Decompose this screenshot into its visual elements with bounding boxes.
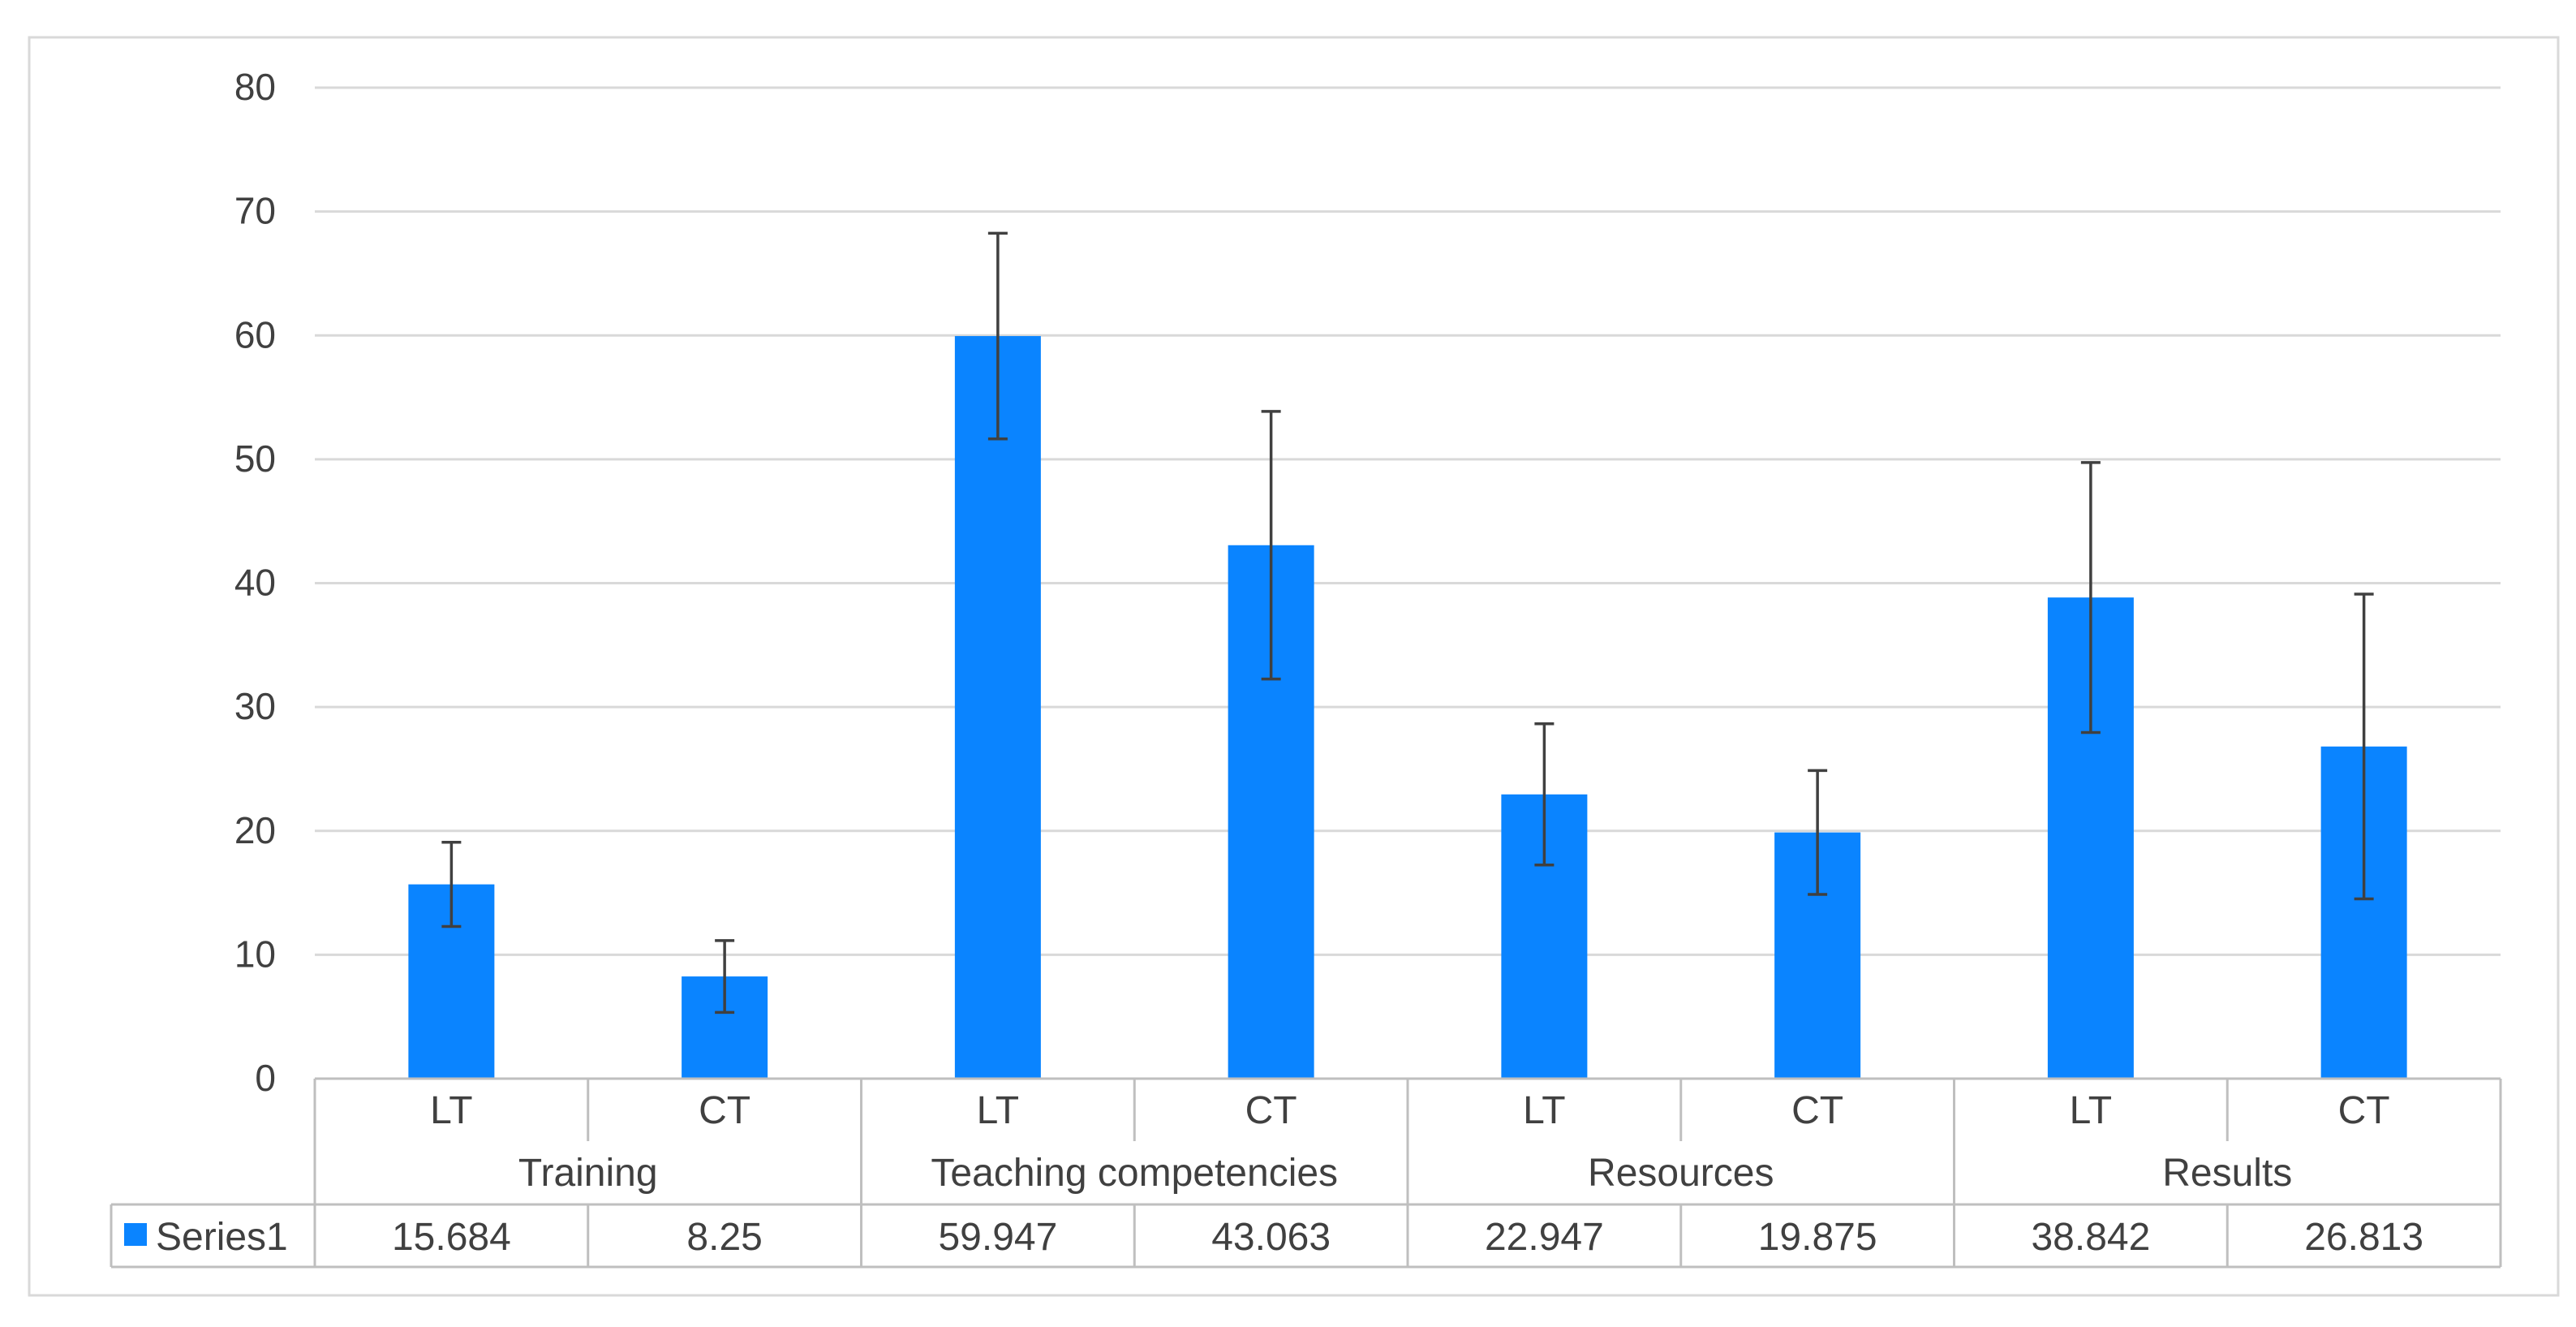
x-axis-category-labels: LT CT LT CT LT CT LT CT bbox=[430, 1089, 2389, 1132]
data-table-value: 19.875 bbox=[1758, 1216, 1877, 1259]
category-label: CT bbox=[1791, 1089, 1843, 1132]
data-table-values: 15.684 8.25 59.947 43.063 22.947 19.875 38.842… bbox=[392, 1216, 2423, 1259]
group-label: Teaching competencies bbox=[931, 1152, 1338, 1195]
error-bars bbox=[441, 231, 2374, 1015]
data-table-value: 22.947 bbox=[1485, 1216, 1604, 1259]
y-tick-label: 30 bbox=[234, 685, 276, 727]
group-label: Results bbox=[2162, 1152, 2292, 1195]
y-tick-label: 40 bbox=[234, 562, 276, 604]
data-table-value: 15.684 bbox=[392, 1216, 511, 1259]
data-table bbox=[110, 1077, 2502, 1269]
y-axis-tick-labels: 0 10 20 30 40 50 60 70 80 bbox=[234, 66, 276, 1099]
x-axis-group-labels: Training Teaching competencies Resources Re… bbox=[518, 1152, 2292, 1195]
group-label: Training bbox=[518, 1152, 658, 1195]
category-label: LT bbox=[430, 1089, 472, 1132]
gridlines bbox=[315, 86, 2501, 956]
legend-label: Series1 bbox=[156, 1216, 288, 1259]
data-table-value: 43.063 bbox=[1211, 1216, 1331, 1259]
y-tick-label: 70 bbox=[234, 190, 276, 232]
legend-swatch bbox=[124, 1223, 147, 1246]
data-table-value: 26.813 bbox=[2304, 1216, 2423, 1259]
category-label: CT bbox=[1245, 1089, 1297, 1132]
category-label: LT bbox=[977, 1089, 1019, 1132]
data-table-value: 59.947 bbox=[938, 1216, 1057, 1259]
bar bbox=[954, 336, 1041, 1079]
y-tick-label: 60 bbox=[234, 313, 276, 355]
category-label: LT bbox=[1523, 1089, 1565, 1132]
y-tick-label: 10 bbox=[234, 933, 276, 975]
category-label: CT bbox=[699, 1089, 750, 1132]
y-tick-label: 80 bbox=[234, 66, 276, 108]
category-label: LT bbox=[2070, 1089, 2112, 1132]
data-table-value: 38.842 bbox=[2031, 1216, 2150, 1259]
data-table-value: 8.25 bbox=[686, 1216, 762, 1259]
category-label: CT bbox=[2338, 1089, 2390, 1132]
group-label: Resources bbox=[1588, 1152, 1774, 1195]
legend: Series1 bbox=[124, 1216, 288, 1259]
y-tick-label: 50 bbox=[234, 437, 276, 480]
y-tick-label: 20 bbox=[234, 809, 276, 851]
y-tick-label: 0 bbox=[255, 1057, 276, 1099]
